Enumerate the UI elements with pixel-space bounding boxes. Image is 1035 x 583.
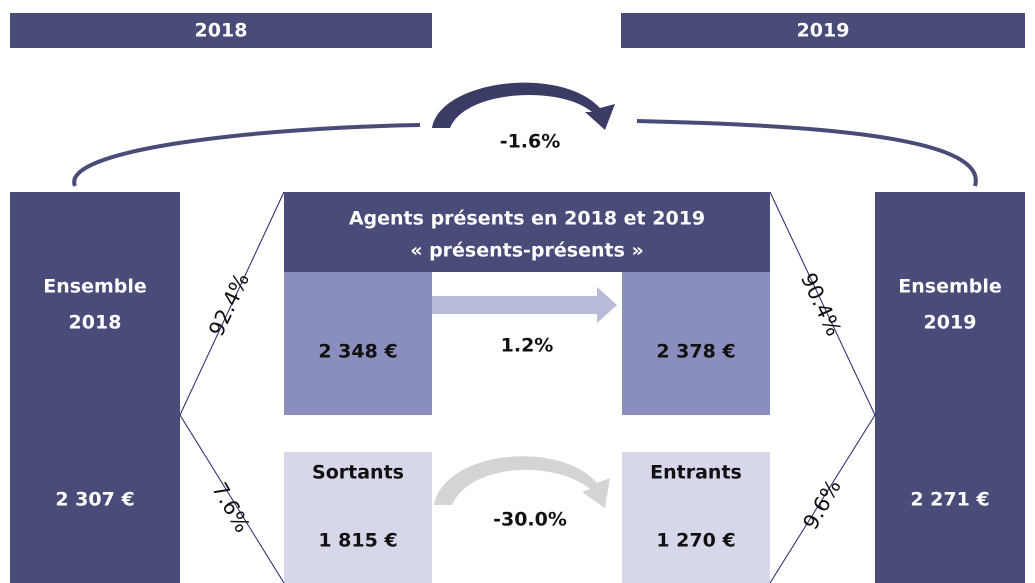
column-label: 2019: [924, 312, 977, 334]
change-label: 1.2%: [501, 335, 554, 357]
column-label: Ensemble: [898, 276, 1002, 298]
change-label: -30.0%: [493, 509, 567, 531]
change-label: -1.6%: [500, 131, 561, 153]
year-label: 2019: [797, 20, 850, 42]
movers-value: 1 270 €: [656, 530, 735, 552]
present-value: 2 378 €: [656, 341, 735, 363]
share-label: 90.4%: [796, 269, 846, 340]
year-bar: [621, 13, 1025, 48]
year-bar: [10, 13, 432, 48]
movers-label: Entrants: [650, 462, 742, 484]
column-label: Ensemble: [43, 276, 147, 298]
column-value: 2 271 €: [910, 489, 989, 511]
column: [10, 192, 180, 583]
column-value: 2 307 €: [55, 489, 134, 511]
share-label: 9.6%: [798, 475, 845, 533]
arc: [72, 123, 421, 187]
movers-label: Sortants: [312, 462, 404, 484]
present-box: [284, 272, 432, 415]
curved-arrow: [432, 82, 615, 130]
share-label: 92.4%: [204, 269, 254, 340]
column-label: 2018: [69, 312, 122, 334]
present-box: [622, 272, 770, 415]
arrow-head: [597, 287, 617, 323]
arrow-shaft: [432, 296, 597, 314]
movers-value: 1 815 €: [318, 530, 397, 552]
present-title: « présents-présents »: [410, 240, 644, 262]
present-title: Agents présents en 2018 et 2019: [349, 208, 705, 230]
share-label: 7.6%: [207, 478, 254, 536]
column: [875, 192, 1025, 583]
present-value: 2 348 €: [318, 341, 397, 363]
movers-box: [622, 452, 770, 583]
year-label: 2018: [195, 20, 248, 42]
arc: [636, 119, 978, 187]
movers-box: [284, 452, 432, 583]
present-header: [284, 192, 770, 272]
connector: [179, 191, 876, 583]
curved-arrow: [434, 456, 610, 508]
